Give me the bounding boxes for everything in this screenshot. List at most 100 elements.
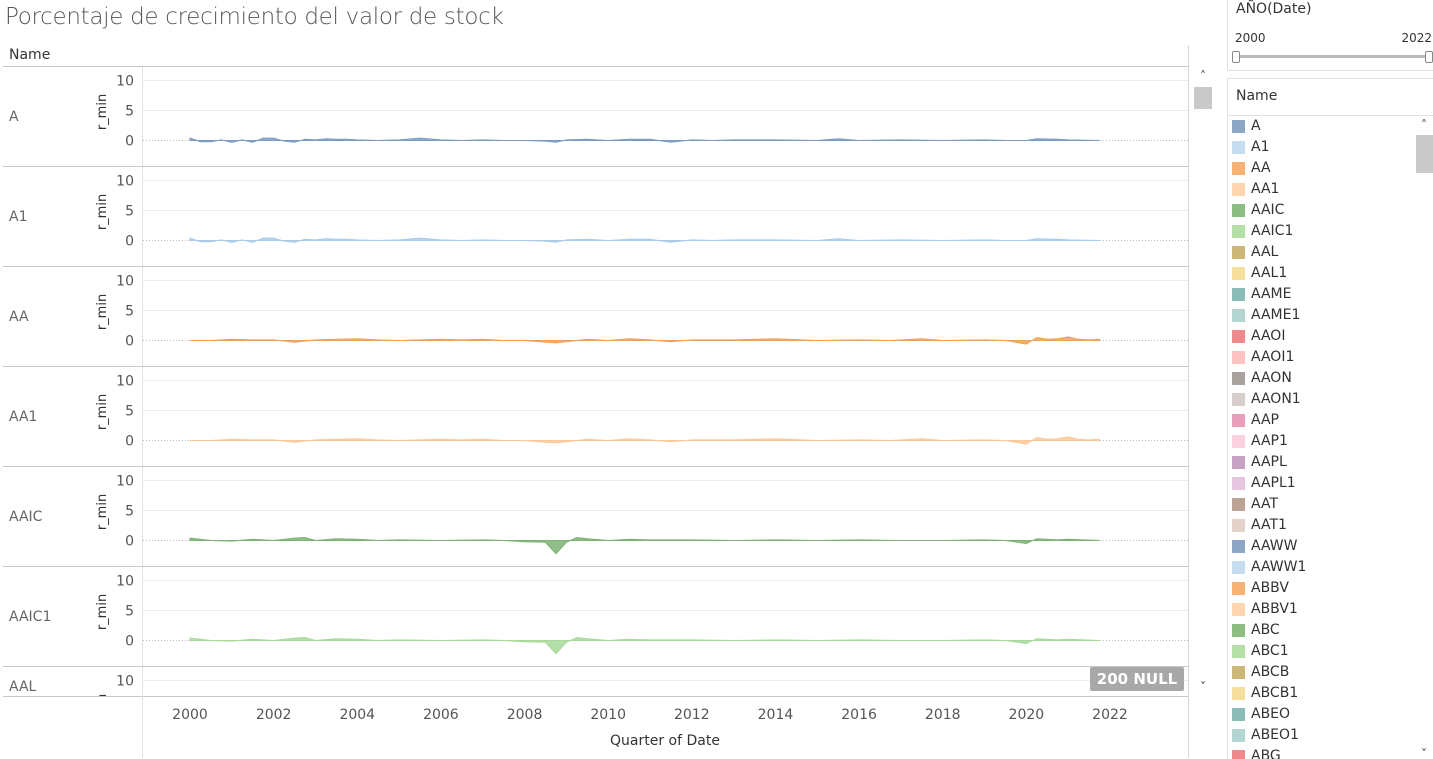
legend-label: AAOI bbox=[1251, 328, 1286, 344]
y-tick-label: 10 bbox=[116, 474, 134, 490]
legend-item[interactable]: ABC1 bbox=[1228, 642, 1414, 663]
series-area-aaic[interactable] bbox=[189, 536, 1100, 555]
legend-label: AAT bbox=[1251, 496, 1279, 512]
range-slider-track[interactable] bbox=[1236, 55, 1426, 58]
legend-item[interactable]: A bbox=[1228, 117, 1414, 138]
legend-item[interactable]: AAT bbox=[1228, 495, 1414, 516]
legend-label: AAME bbox=[1251, 286, 1292, 302]
legend-item[interactable]: AAME bbox=[1228, 285, 1414, 306]
legend-swatch bbox=[1232, 330, 1245, 343]
row-label: AAIC1 bbox=[9, 609, 51, 625]
legend-scroll-down-icon[interactable]: ˅ bbox=[1421, 747, 1427, 759]
legend-item[interactable]: AAIC bbox=[1228, 201, 1414, 222]
legend-label: AAOI1 bbox=[1251, 349, 1295, 365]
legend-item[interactable]: AAWW bbox=[1228, 537, 1414, 558]
row-panel-a1: A1 r_min 10 5 0 bbox=[9, 174, 1188, 250]
scroll-up-icon[interactable]: ˄ bbox=[1200, 69, 1206, 83]
y-tick-label: 10 bbox=[116, 274, 134, 290]
legend-item[interactable]: AAON bbox=[1228, 369, 1414, 390]
series-area-aa[interactable] bbox=[190, 336, 1100, 345]
legend-label: AAPL1 bbox=[1251, 475, 1296, 491]
y-tick-label: 5 bbox=[125, 404, 134, 420]
row-label: AA1 bbox=[9, 409, 37, 425]
legend-label: AAWW1 bbox=[1251, 559, 1307, 575]
legend-swatch bbox=[1232, 372, 1245, 385]
legend-label: AAIC1 bbox=[1251, 223, 1294, 239]
legend-item[interactable]: ABC bbox=[1228, 621, 1414, 642]
legend-item[interactable]: A1 bbox=[1228, 138, 1414, 159]
legend-label: AAL1 bbox=[1251, 265, 1288, 281]
legend-item[interactable]: ABCB1 bbox=[1228, 684, 1414, 705]
legend-swatch bbox=[1232, 624, 1245, 637]
y-tick-label: 5 bbox=[125, 704, 134, 720]
legend-label: ABCB1 bbox=[1251, 685, 1299, 701]
row-label: AAL bbox=[9, 679, 37, 695]
legend-item[interactable]: AA bbox=[1228, 159, 1414, 180]
y-tick-label: 10 bbox=[116, 374, 134, 390]
y-tick-label: 5 bbox=[125, 204, 134, 220]
y-axis-title: r_min bbox=[95, 94, 110, 130]
legend-item[interactable]: ABEO1 bbox=[1228, 726, 1414, 747]
x-tick-label: 2006 bbox=[423, 707, 459, 723]
legend-label: AAME1 bbox=[1251, 307, 1301, 323]
y-tick-label: 5 bbox=[125, 604, 134, 620]
x-tick-label: 2014 bbox=[758, 707, 794, 723]
chart-vertical-scrollbar[interactable]: ˄ ˅ bbox=[1193, 67, 1213, 696]
y-axis-title: r_min bbox=[95, 694, 110, 730]
legend-item[interactable]: AAIC1 bbox=[1228, 222, 1414, 243]
legend-item[interactable]: AAON1 bbox=[1228, 390, 1414, 411]
y-tick-label: 10 bbox=[116, 574, 134, 590]
series-area-a1[interactable] bbox=[189, 237, 1100, 243]
legend-item[interactable]: AAOI bbox=[1228, 327, 1414, 348]
legend-label: AAT1 bbox=[1251, 517, 1287, 533]
legend-swatch bbox=[1232, 246, 1245, 259]
legend-item[interactable]: ABBV bbox=[1228, 579, 1414, 600]
y-axis-title: r_min bbox=[95, 594, 110, 630]
scroll-down-icon[interactable]: ˅ bbox=[1200, 680, 1206, 694]
legend-item[interactable]: AAP bbox=[1228, 411, 1414, 432]
legend-swatch bbox=[1232, 498, 1245, 511]
legend-item[interactable]: AAT1 bbox=[1228, 516, 1414, 537]
legend-scroll-up-icon[interactable]: ˄ bbox=[1421, 118, 1427, 132]
null-indicator-badge[interactable]: 200 NULL bbox=[1090, 667, 1184, 691]
legend-swatch bbox=[1232, 183, 1245, 196]
legend-item[interactable]: AAP1 bbox=[1228, 432, 1414, 453]
legend-item[interactable]: AAL bbox=[1228, 243, 1414, 264]
y-tick-label: 0 bbox=[125, 534, 134, 550]
legend-title: Name bbox=[1236, 88, 1278, 104]
legend-swatch bbox=[1232, 204, 1245, 217]
legend-swatch bbox=[1232, 351, 1245, 364]
y-tick-label: 0 bbox=[125, 734, 134, 750]
series-area-a[interactable] bbox=[189, 137, 1100, 143]
legend-item[interactable]: AAPL1 bbox=[1228, 474, 1414, 495]
y-tick-label: 0 bbox=[125, 234, 134, 250]
row-label: A bbox=[9, 109, 19, 125]
legend-item[interactable]: AA1 bbox=[1228, 180, 1414, 201]
legend-label: AAP bbox=[1251, 412, 1279, 428]
x-tick-label: 2016 bbox=[841, 707, 877, 723]
legend-swatch bbox=[1232, 561, 1245, 574]
legend-swatch bbox=[1232, 120, 1245, 133]
x-tick-label: 2000 bbox=[172, 707, 208, 723]
legend-item[interactable]: AAME1 bbox=[1228, 306, 1414, 327]
legend-swatch bbox=[1232, 477, 1245, 490]
legend-scrollbar-thumb[interactable] bbox=[1416, 135, 1433, 173]
legend-swatch bbox=[1232, 708, 1245, 721]
legend-item[interactable]: AAWW1 bbox=[1228, 558, 1414, 579]
legend-item[interactable]: ABBV1 bbox=[1228, 600, 1414, 621]
series-area-aaic1[interactable] bbox=[189, 636, 1100, 655]
y-tick-label: 10 bbox=[116, 674, 134, 690]
x-tick-label: 2004 bbox=[339, 707, 375, 723]
legend-item[interactable]: ABG bbox=[1228, 747, 1414, 759]
range-slider-max-handle[interactable] bbox=[1425, 51, 1433, 63]
legend-item[interactable]: AAPL bbox=[1228, 453, 1414, 474]
legend-item[interactable]: ABCB bbox=[1228, 663, 1414, 684]
legend-item[interactable]: AAL1 bbox=[1228, 264, 1414, 285]
legend-item[interactable]: ABEO bbox=[1228, 705, 1414, 726]
scrollbar-thumb[interactable] bbox=[1194, 87, 1212, 109]
y-axis-title: r_min bbox=[95, 394, 110, 430]
series-area-aa1[interactable] bbox=[190, 436, 1100, 445]
legend-item[interactable]: AAOI1 bbox=[1228, 348, 1414, 369]
range-slider-min-handle[interactable] bbox=[1232, 51, 1240, 63]
